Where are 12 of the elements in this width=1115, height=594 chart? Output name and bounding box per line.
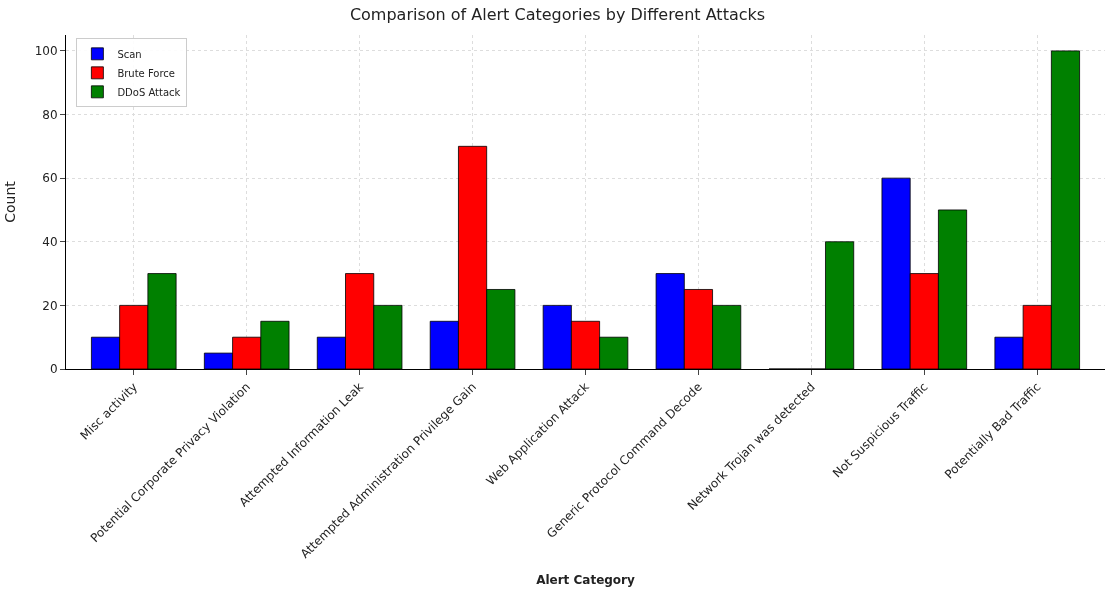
legend-label: Brute Force <box>117 67 176 79</box>
y-axis-title: Count <box>2 180 19 223</box>
chart-title: Comparison of Alert Categories by Different Attacks <box>349 5 766 25</box>
y-tick-label: 100 <box>34 44 58 59</box>
y-tick-label: 40 <box>42 234 58 249</box>
y-tick-label: 60 <box>42 171 58 186</box>
legend-label: Scan <box>117 48 142 60</box>
y-tick-label: 20 <box>42 298 58 313</box>
y-tick-label: 0 <box>49 362 58 377</box>
legend-label: DDoS Attack <box>117 86 181 98</box>
x-axis-title: Alert Category <box>536 572 636 587</box>
y-tick-label: 80 <box>42 107 58 122</box>
